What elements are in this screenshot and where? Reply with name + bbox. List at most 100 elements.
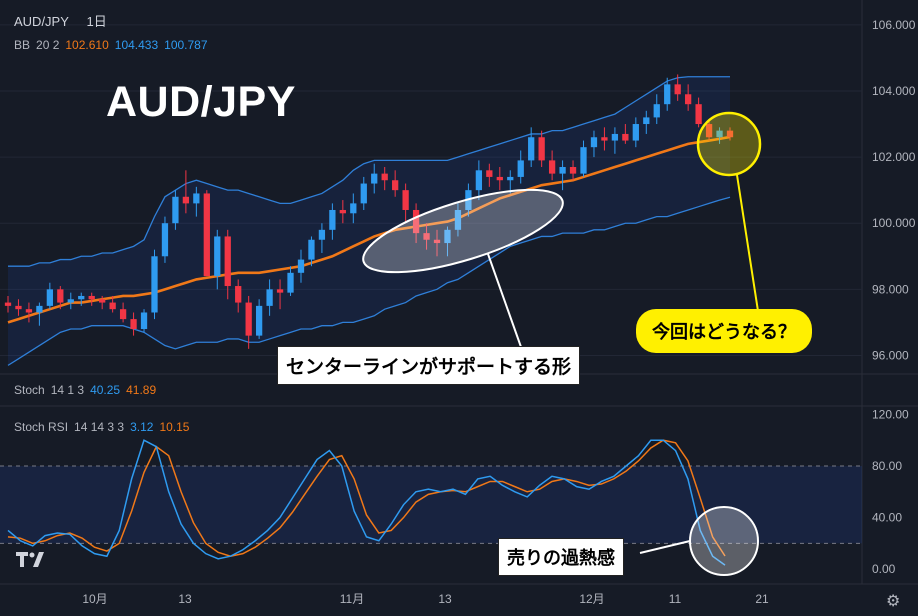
candle-body	[109, 302, 116, 310]
annotation-centerline-support: センターラインがサポートする形	[276, 346, 581, 385]
stoch-rsi-k-line	[7, 439, 726, 566]
candle-body	[140, 312, 148, 330]
bb-lower-line	[7, 196, 731, 366]
candlesticks	[4, 74, 734, 349]
candle-body	[46, 289, 53, 306]
stochrsi-name: Stoch RSI	[14, 420, 69, 434]
candle-body	[15, 305, 22, 310]
candle-body	[664, 84, 671, 105]
time-tick-label: 11月	[340, 592, 364, 606]
candle-body	[203, 193, 210, 277]
time-tick-label: 11	[669, 592, 682, 606]
candle-body	[67, 299, 74, 303]
candle-body	[214, 236, 221, 277]
price-axis[interactable]: 106.000 104.000 102.000 100.000 98.000 96.000	[872, 18, 916, 363]
candle-body	[705, 124, 713, 138]
interval-label: 1日	[86, 14, 107, 29]
bb-basis-line	[7, 135, 731, 324]
bollinger-band-fill	[8, 76, 730, 366]
candle-body	[297, 259, 305, 273]
candle-body	[57, 289, 64, 303]
price-tick-label: 98.000	[872, 282, 909, 296]
candle-body	[433, 239, 441, 244]
bollinger-bands	[7, 76, 731, 366]
candle-body	[255, 305, 263, 336]
candle-body	[486, 170, 493, 177]
bb-basis-value: 102.610	[65, 38, 109, 52]
band-area	[8, 76, 730, 366]
pointer-line	[639, 540, 691, 554]
candle-body	[528, 137, 535, 161]
candle-body	[308, 239, 315, 260]
stochrsi-d-value: 10.15	[159, 420, 190, 434]
candle-body	[193, 193, 200, 204]
price-tick-label: 104.000	[872, 84, 916, 98]
bb-upper-line	[8, 76, 730, 267]
time-tick-label: 13	[178, 592, 192, 606]
price-tick-label: 106.000	[872, 18, 916, 32]
candle-body	[548, 160, 556, 174]
candle-body	[611, 133, 619, 141]
candle-body	[36, 305, 43, 313]
candle-body	[622, 133, 629, 141]
time-axis[interactable]: 10月 13 11月 13 12月 11 21	[82, 592, 769, 606]
stoch-legend[interactable]: Stoch 14 1 3 40.25 41.89	[14, 383, 162, 397]
candle-body	[695, 104, 702, 125]
candle-body	[580, 147, 587, 174]
candle-body	[88, 295, 95, 300]
stoch-band-fill	[0, 466, 862, 544]
candle-body	[423, 233, 430, 240]
osc-tick-label: 40.00	[872, 511, 902, 525]
gear-icon[interactable]: ⚙	[886, 593, 901, 610]
stochrsi-params: 14 14 3 3	[74, 420, 125, 434]
candle-body	[590, 137, 598, 148]
oscillator-axis[interactable]: 120.00 80.00 40.00 0.00	[872, 407, 909, 576]
candle-body	[674, 84, 681, 95]
symbol-legend[interactable]: AUD/JPY 1日	[14, 11, 113, 30]
price-tick-label: 102.000	[872, 150, 916, 164]
candle-body	[653, 104, 660, 118]
candle-body	[182, 196, 190, 204]
candle-body	[350, 203, 357, 214]
big-title: AUD/JPY	[106, 78, 296, 126]
time-tick-label: 12月	[579, 592, 604, 606]
candle-body	[245, 302, 252, 336]
stochrsi-k-value: 3.12	[130, 420, 154, 434]
candle-body	[329, 209, 336, 230]
centerline-highlight-ellipse	[362, 188, 564, 274]
stoch-rsi-lines	[7, 439, 726, 566]
candle-body	[538, 137, 545, 161]
candle-body	[78, 295, 85, 300]
tradingview-logo-icon[interactable]	[16, 549, 46, 571]
candle-body	[130, 319, 137, 330]
candle-body	[318, 229, 326, 240]
candle-body	[402, 190, 409, 210]
oversold-highlight-circle	[689, 506, 759, 576]
time-tick-label: 13	[438, 592, 452, 606]
pointer-line	[487, 253, 522, 348]
candle-body	[444, 229, 451, 244]
annotation-oversold: 売りの過熱感	[498, 538, 624, 576]
candle-body	[287, 272, 294, 293]
candle-body	[632, 124, 639, 141]
annotations	[362, 111, 762, 576]
bb-legend[interactable]: BB 20 2 102.610 104.433 100.787	[14, 38, 214, 52]
candle-body	[276, 289, 284, 293]
candle-body	[496, 176, 503, 181]
candle-body	[161, 223, 169, 257]
candle-body	[25, 309, 33, 313]
time-tick-label: 10月	[82, 592, 107, 606]
stoch-params: 14 1 3	[50, 383, 85, 397]
candle-body	[339, 209, 346, 214]
osc-tick-label: 0.00	[872, 562, 896, 576]
candle-body	[119, 309, 127, 320]
price-tick-label: 96.000	[872, 348, 909, 362]
candle-body	[716, 130, 723, 138]
candle-body	[685, 94, 692, 105]
stochrsi-legend[interactable]: Stoch RSI 14 14 3 3 3.12 10.15	[14, 420, 195, 434]
candle-body	[454, 209, 462, 230]
candle-body	[4, 302, 12, 306]
candle-body	[151, 256, 158, 313]
